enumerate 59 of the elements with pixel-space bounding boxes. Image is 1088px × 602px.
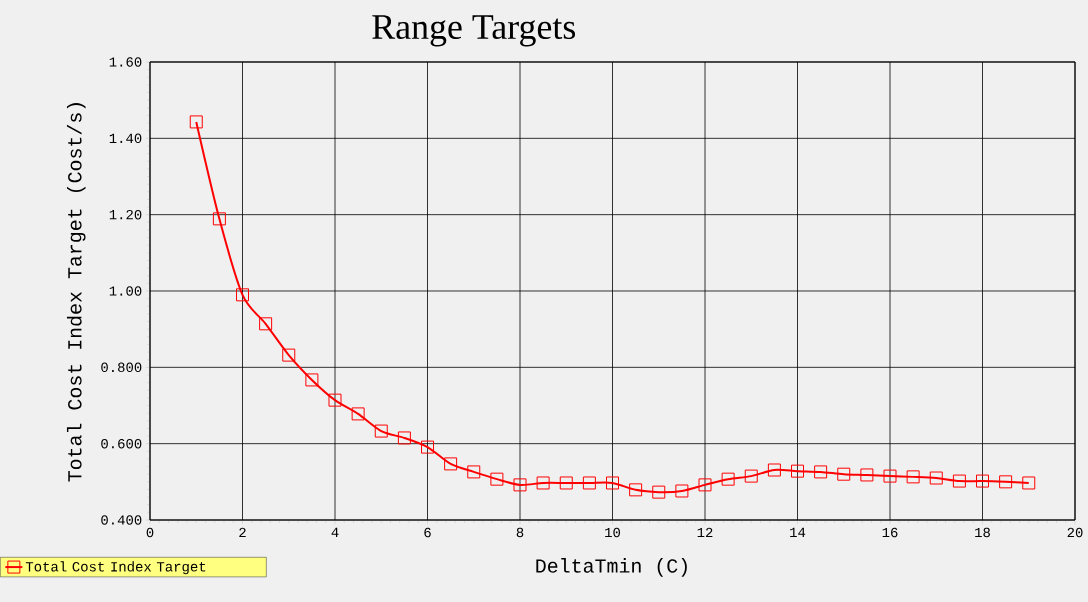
point bbox=[282, 348, 296, 362]
point bbox=[906, 470, 920, 484]
point bbox=[814, 465, 828, 479]
y-tick-label: 1.00 bbox=[109, 286, 142, 296]
point bbox=[305, 373, 319, 387]
point bbox=[999, 475, 1013, 489]
legend-label: Total Cost Index Target bbox=[25, 561, 206, 575]
x-tick-label: 20 bbox=[1067, 527, 1083, 538]
point bbox=[1022, 476, 1036, 490]
point bbox=[582, 476, 596, 490]
point bbox=[328, 393, 342, 407]
point bbox=[444, 457, 458, 471]
point bbox=[744, 469, 758, 483]
point bbox=[397, 431, 411, 445]
point bbox=[606, 476, 619, 490]
x-tick-label: 4 bbox=[331, 527, 339, 537]
x-tick-label: 12 bbox=[697, 527, 713, 538]
point bbox=[652, 485, 666, 499]
point bbox=[929, 471, 943, 485]
x-tick-label: 18 bbox=[975, 527, 990, 538]
point bbox=[536, 476, 550, 490]
point bbox=[952, 474, 966, 488]
chart-title: Range Targets bbox=[372, 15, 576, 47]
point bbox=[837, 467, 851, 481]
x-tick-label: 8 bbox=[516, 527, 524, 538]
y-tick-label: 1.20 bbox=[109, 209, 142, 220]
x-tick-label: 14 bbox=[790, 527, 806, 537]
point bbox=[189, 115, 203, 129]
x-axis-title: DeltaTmin (C) bbox=[536, 558, 687, 577]
point bbox=[374, 424, 388, 438]
y-tick-label: 1.60 bbox=[109, 57, 142, 67]
point bbox=[351, 407, 365, 421]
point bbox=[513, 478, 527, 492]
point bbox=[212, 212, 226, 226]
y-tick-label: 0.400 bbox=[101, 515, 142, 525]
x-tick-label: 0 bbox=[146, 527, 154, 538]
y-tick-label: 0.600 bbox=[101, 438, 142, 449]
point bbox=[976, 474, 990, 488]
point bbox=[559, 476, 573, 490]
point bbox=[629, 483, 643, 497]
point bbox=[860, 468, 874, 482]
point bbox=[490, 472, 504, 486]
point bbox=[698, 478, 712, 492]
point bbox=[467, 465, 481, 479]
x-tick-label: 2 bbox=[239, 527, 246, 538]
x-tick-label: 6 bbox=[424, 527, 431, 538]
y-tick-label: 0.800 bbox=[101, 362, 142, 373]
x-tick-label: 10 bbox=[605, 527, 621, 538]
point bbox=[236, 288, 249, 302]
point bbox=[791, 464, 805, 478]
point bbox=[883, 469, 897, 483]
y-axis-title: Total Cost Index Target (Cost/s) bbox=[66, 103, 86, 482]
point bbox=[767, 463, 781, 477]
point bbox=[421, 440, 434, 454]
point bbox=[259, 317, 273, 331]
point bbox=[675, 484, 689, 498]
x-tick-label: 16 bbox=[882, 527, 898, 538]
y-tick-label: 1.40 bbox=[109, 133, 142, 144]
point bbox=[721, 472, 735, 486]
